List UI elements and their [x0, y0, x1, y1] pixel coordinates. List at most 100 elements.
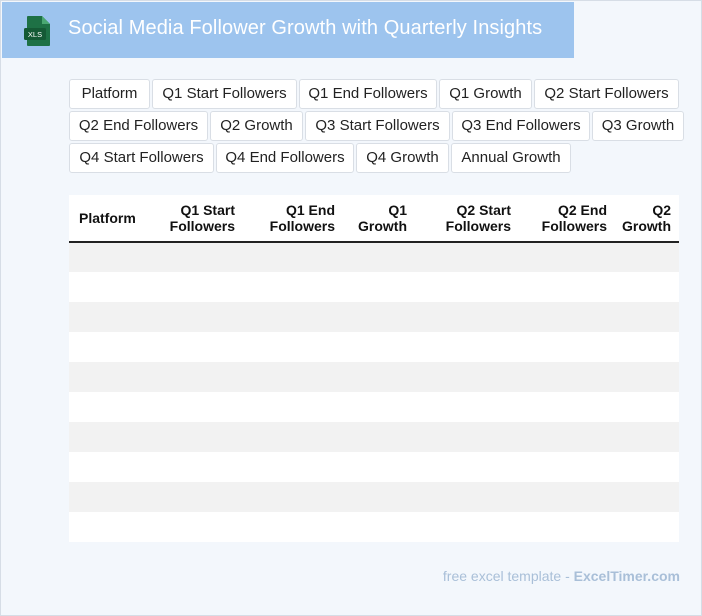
table-cell[interactable]	[415, 272, 519, 302]
chip-annual-growth[interactable]: Annual Growth	[451, 143, 571, 173]
footer-credit: free excel template - ExcelTimer.com	[443, 568, 680, 584]
table-cell[interactable]	[243, 302, 343, 332]
table-cell[interactable]	[519, 362, 615, 392]
chip-q4-start-followers[interactable]: Q4 Start Followers	[69, 143, 214, 173]
table-cell[interactable]	[343, 512, 415, 542]
column-header-platform[interactable]: Platform	[69, 195, 147, 243]
table-cell[interactable]	[615, 422, 679, 452]
table-cell[interactable]	[415, 332, 519, 362]
chip-q2-start-followers[interactable]: Q2 Start Followers	[534, 79, 679, 109]
table-cell[interactable]	[243, 332, 343, 362]
chip-q2-end-followers[interactable]: Q2 End Followers	[69, 111, 208, 141]
table-cell[interactable]	[69, 302, 147, 332]
column-header-q2-start-followers[interactable]: Q2 Start Followers	[415, 195, 519, 243]
chip-q1-start-followers[interactable]: Q1 Start Followers	[152, 79, 297, 109]
chip-q1-end-followers[interactable]: Q1 End Followers	[299, 79, 437, 109]
table-cell[interactable]	[519, 392, 615, 422]
table-cell[interactable]	[147, 242, 243, 272]
table-cell[interactable]	[415, 392, 519, 422]
table-cell[interactable]	[519, 242, 615, 272]
table-cell[interactable]	[415, 512, 519, 542]
table-cell[interactable]	[147, 452, 243, 482]
table-cell[interactable]	[243, 362, 343, 392]
table-cell[interactable]	[615, 362, 679, 392]
table-cell[interactable]	[343, 362, 415, 392]
table-cell[interactable]	[69, 512, 147, 542]
table-cell[interactable]	[615, 272, 679, 302]
table-cell[interactable]	[243, 452, 343, 482]
table-cell[interactable]	[343, 302, 415, 332]
chip-platform[interactable]: Platform	[69, 79, 150, 109]
table-row	[69, 272, 679, 302]
table-cell[interactable]	[69, 452, 147, 482]
table-cell[interactable]	[415, 302, 519, 332]
table-cell[interactable]	[243, 482, 343, 512]
footer-prefix: free excel template -	[442, 568, 574, 584]
table-cell[interactable]	[519, 422, 615, 452]
table-cell[interactable]	[615, 392, 679, 422]
table-cell[interactable]	[243, 512, 343, 542]
table-cell[interactable]	[343, 422, 415, 452]
table-cell[interactable]	[519, 272, 615, 302]
table-cell[interactable]	[615, 512, 679, 542]
table-cell[interactable]	[615, 332, 679, 362]
table-cell[interactable]	[147, 332, 243, 362]
table-cell[interactable]	[147, 392, 243, 422]
table-cell[interactable]	[147, 482, 243, 512]
chip-q3-end-followers[interactable]: Q3 End Followers	[452, 111, 590, 141]
chip-q2-growth[interactable]: Q2 Growth	[210, 111, 303, 141]
chip-q1-growth[interactable]: Q1 Growth	[439, 79, 532, 109]
table-cell[interactable]	[69, 422, 147, 452]
table-cell[interactable]	[147, 512, 243, 542]
table-cell[interactable]	[147, 362, 243, 392]
footer-brand-link[interactable]: ExcelTimer.com	[573, 568, 680, 584]
table-cell[interactable]	[343, 482, 415, 512]
data-table: Platform Q1 Start Followers Q1 End Follo…	[69, 195, 679, 542]
table-row	[69, 392, 679, 422]
table-cell[interactable]	[147, 272, 243, 302]
table-cell[interactable]	[343, 272, 415, 302]
table-cell[interactable]	[415, 482, 519, 512]
table-cell[interactable]	[69, 482, 147, 512]
table-cell[interactable]	[69, 242, 147, 272]
chip-q3-start-followers[interactable]: Q3 Start Followers	[305, 111, 450, 141]
table-cell[interactable]	[343, 392, 415, 422]
column-header-q1-start-followers[interactable]: Q1 Start Followers	[147, 195, 243, 243]
table-cell[interactable]	[415, 362, 519, 392]
table-row	[69, 422, 679, 452]
table-cell[interactable]	[415, 452, 519, 482]
table-cell[interactable]	[69, 332, 147, 362]
column-header-q1-end-followers[interactable]: Q1 End Followers	[243, 195, 343, 243]
table-cell[interactable]	[415, 422, 519, 452]
table-cell[interactable]	[243, 392, 343, 422]
table-cell[interactable]	[343, 242, 415, 272]
table-cell[interactable]	[615, 302, 679, 332]
table-cell[interactable]	[519, 452, 615, 482]
table-cell[interactable]	[147, 302, 243, 332]
table-cell[interactable]	[615, 452, 679, 482]
table-cell[interactable]	[519, 332, 615, 362]
table-cell[interactable]	[415, 242, 519, 272]
table-row	[69, 482, 679, 512]
table-cell[interactable]	[69, 272, 147, 302]
table-cell[interactable]	[615, 242, 679, 272]
table-cell[interactable]	[519, 302, 615, 332]
table-cell[interactable]	[343, 332, 415, 362]
chip-q3-growth[interactable]: Q3 Growth	[592, 111, 684, 141]
table-cell[interactable]	[343, 452, 415, 482]
column-header-q2-end-followers[interactable]: Q2 End Followers	[519, 195, 615, 243]
table-cell[interactable]	[519, 482, 615, 512]
table-cell[interactable]	[243, 272, 343, 302]
table-cell[interactable]	[243, 422, 343, 452]
chip-q4-growth[interactable]: Q4 Growth	[356, 143, 449, 173]
table-cell[interactable]	[615, 482, 679, 512]
chip-q4-end-followers[interactable]: Q4 End Followers	[216, 143, 354, 173]
column-header-q2-growth[interactable]: Q2 Growth	[615, 195, 679, 243]
column-header-q1-growth[interactable]: Q1 Growth	[343, 195, 415, 243]
table-cell[interactable]	[69, 362, 147, 392]
table-cell[interactable]	[519, 512, 615, 542]
table-cell[interactable]	[243, 242, 343, 272]
table-cell[interactable]	[147, 422, 243, 452]
table-cell[interactable]	[69, 392, 147, 422]
